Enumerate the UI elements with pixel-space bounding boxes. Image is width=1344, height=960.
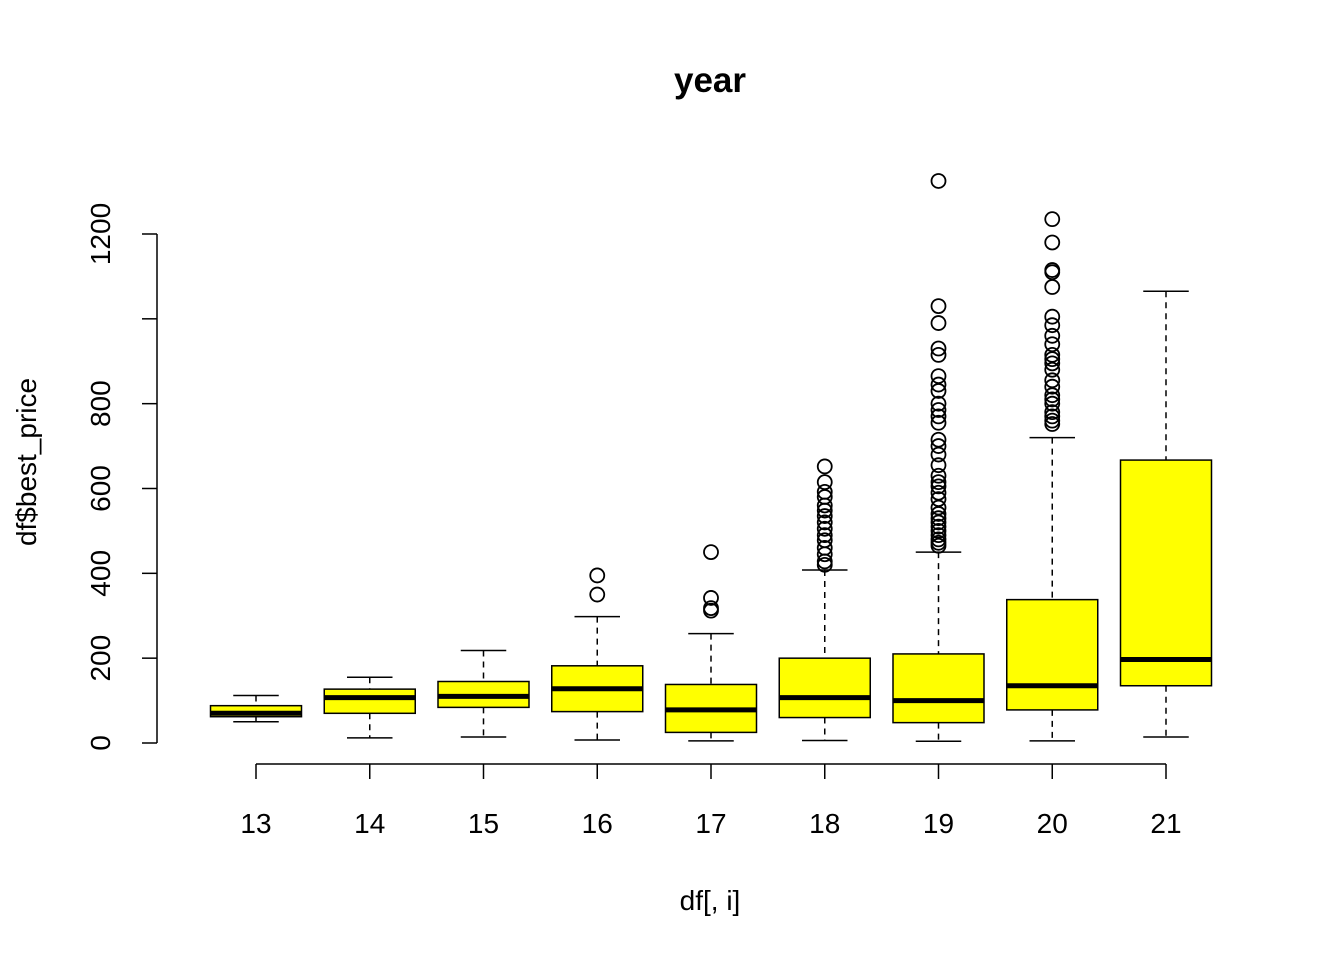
outlier-point xyxy=(1044,391,1061,408)
outlier-point xyxy=(1044,395,1061,412)
outlier-point xyxy=(930,446,947,463)
outlier-point xyxy=(703,544,719,561)
y-axis-label: df$best_price xyxy=(11,378,42,546)
iqr-box xyxy=(1119,459,1213,687)
outlier-point xyxy=(930,518,947,535)
iqr-box xyxy=(892,653,985,724)
outlier-point xyxy=(930,491,947,508)
x-axis: 13 14 15 16 17 18 19 20 21 xyxy=(240,763,1182,839)
outlier-point xyxy=(1044,355,1061,372)
iqr-box xyxy=(1006,598,1099,711)
outlier-point xyxy=(930,531,947,548)
outlier-point xyxy=(816,532,833,549)
outlier-point xyxy=(930,478,947,495)
outlier-point xyxy=(930,395,947,412)
outlier-point xyxy=(930,523,947,539)
y-tick-label: 800 xyxy=(85,380,116,427)
outlier-point xyxy=(1044,234,1061,251)
x-tick-label: 14 xyxy=(354,808,385,839)
x-tick-label: 18 xyxy=(809,808,840,839)
box-18 xyxy=(778,458,871,742)
outlier-point xyxy=(930,408,947,425)
outlier-point xyxy=(1044,412,1061,429)
y-tick-label: 600 xyxy=(85,465,116,512)
outlier-point xyxy=(816,520,833,537)
iqr-box xyxy=(778,657,871,719)
outlier-point xyxy=(930,340,947,357)
outlier-point xyxy=(589,567,606,584)
outlier-point xyxy=(930,402,947,418)
box-20 xyxy=(1006,211,1099,742)
x-tick-label: 16 xyxy=(582,808,613,839)
y-tick-label: 1200 xyxy=(85,203,116,265)
x-axis-label: df[, i] xyxy=(680,885,741,916)
box-15 xyxy=(437,649,530,738)
x-tick-label: 21 xyxy=(1150,808,1181,839)
outlier-point xyxy=(1044,372,1061,389)
outlier-point xyxy=(1044,346,1061,363)
outlier-point xyxy=(930,173,947,189)
outlier-point xyxy=(930,431,947,448)
outlier-point xyxy=(930,527,947,544)
x-tick-label: 19 xyxy=(923,808,954,839)
x-tick-label: 13 xyxy=(240,808,271,839)
outlier-point xyxy=(816,508,833,524)
chart-title: year xyxy=(674,61,746,100)
outlier-point xyxy=(930,510,947,527)
outlier-point xyxy=(1044,308,1061,325)
outlier-point xyxy=(1044,327,1061,344)
x-tick-label: 15 xyxy=(468,808,499,839)
outlier-point xyxy=(703,590,719,606)
outlier-point xyxy=(1044,378,1061,395)
outlier-point xyxy=(930,298,947,315)
outlier-point xyxy=(816,527,833,544)
outlier-point xyxy=(816,458,833,475)
outlier-point xyxy=(816,483,833,500)
outlier-point xyxy=(1044,211,1061,228)
y-tick-label: 0 xyxy=(85,735,116,751)
box-13 xyxy=(209,694,303,723)
outlier-point xyxy=(1044,404,1061,421)
outlier-point xyxy=(930,484,947,501)
x-tick-label: 20 xyxy=(1037,808,1068,839)
iqr-box xyxy=(323,688,416,715)
outlier-point xyxy=(1044,408,1061,425)
outlier-point xyxy=(1044,317,1061,334)
outlier-point xyxy=(1044,279,1061,295)
outlier-point xyxy=(1044,262,1061,278)
outlier-point xyxy=(816,514,833,531)
outlier-point xyxy=(930,438,947,454)
box-17 xyxy=(664,544,758,742)
outlier-point xyxy=(930,346,947,363)
outlier-point xyxy=(930,368,947,384)
box-14 xyxy=(323,676,416,739)
outlier-point xyxy=(589,586,606,603)
box-19 xyxy=(892,173,985,743)
y-tick-label: 200 xyxy=(85,635,116,682)
outlier-point xyxy=(1044,336,1061,353)
x-tick-label: 17 xyxy=(695,808,726,839)
outlier-point xyxy=(930,315,947,331)
outlier-point xyxy=(816,539,833,556)
outlier-point xyxy=(930,474,947,491)
outlier-point xyxy=(703,600,719,617)
box-21 xyxy=(1119,290,1213,738)
outlier-point xyxy=(930,414,947,431)
outlier-point xyxy=(930,467,947,484)
outlier-point xyxy=(930,376,947,393)
box-16 xyxy=(551,567,644,741)
outlier-point xyxy=(930,457,947,474)
boxes-group xyxy=(209,173,1213,743)
y-axis: 0 200 400 600 800 1200 xyxy=(85,203,158,751)
y-tick-label: 400 xyxy=(85,550,116,597)
outlier-point xyxy=(816,474,833,491)
